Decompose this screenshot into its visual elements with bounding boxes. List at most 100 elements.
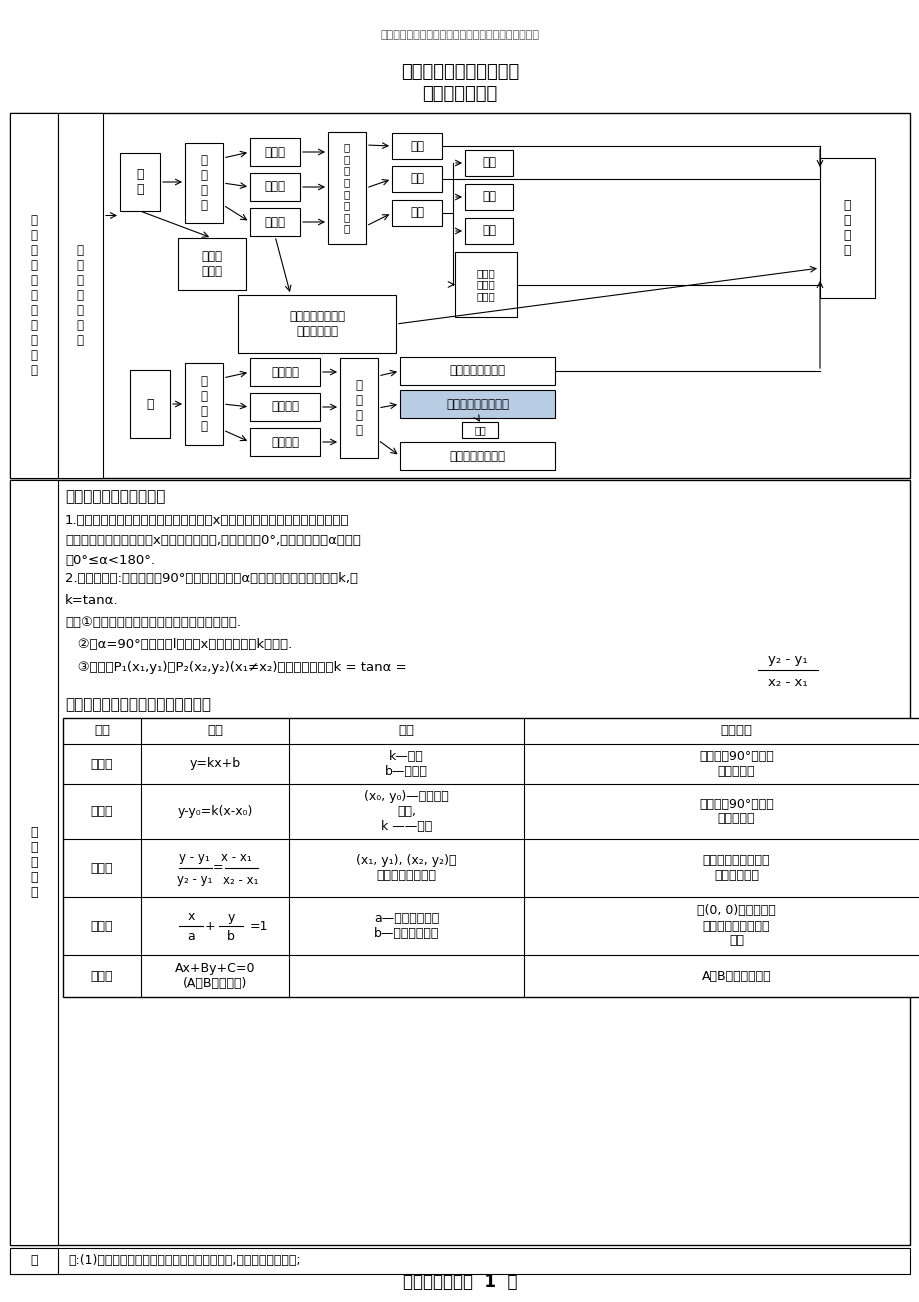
Text: 倾斜角为90°的直线
不能用此式: 倾斜角为90°的直线 不能用此式 bbox=[698, 750, 773, 779]
Bar bbox=[461, 422, 497, 437]
Text: 注：①每一条直线都有倾斜角，但不一定有斜率.: 注：①每一条直线都有倾斜角，但不一定有斜率. bbox=[65, 616, 241, 629]
Text: 圆
的
方
程: 圆 的 方 程 bbox=[200, 375, 208, 434]
Text: 一、直线的倾斜角和斜率: 一、直线的倾斜角和斜率 bbox=[65, 490, 165, 504]
Text: (x₁, y₁), (x₂, y₂)是
直线上两个已知点: (x₁, y₁), (x₂, y₂)是 直线上两个已知点 bbox=[356, 854, 456, 881]
Bar bbox=[464, 150, 513, 176]
Text: 注:(1)确定直线方程需要有两个互相独立的条件,通常用待定系数法;: 注:(1)确定直线方程需要有两个互相独立的条件,通常用待定系数法; bbox=[68, 1255, 301, 1268]
Text: x₂ - x₁: x₂ - x₁ bbox=[767, 676, 807, 689]
Text: 倾斜角
和斜率: 倾斜角 和斜率 bbox=[201, 250, 222, 279]
Bar bbox=[185, 143, 222, 223]
Bar bbox=[177, 238, 245, 290]
Text: 2.直线的斜率:倾斜角不是90°的直线其倾斜角α的正切叫这条直线的斜率k,即: 2.直线的斜率:倾斜角不是90°的直线其倾斜角α的正切叫这条直线的斜率k,即 bbox=[65, 572, 357, 585]
Text: 直: 直 bbox=[30, 1255, 38, 1268]
Bar bbox=[250, 173, 300, 201]
Text: 垂直: 垂直 bbox=[482, 156, 495, 169]
Text: 夹角: 夹角 bbox=[482, 224, 495, 237]
Text: Ax+By+C=0
(A、B不全为零): Ax+By+C=0 (A、B不全为零) bbox=[175, 962, 255, 990]
Text: x₂ - x₁: x₂ - x₁ bbox=[223, 874, 258, 887]
Text: (x₀, y₀)—直线上已
知点,
k ——斜率: (x₀, y₀)—直线上已 知点, k ——斜率 bbox=[364, 790, 448, 833]
Text: 数学基础知识与典型例题: 数学基础知识与典型例题 bbox=[401, 62, 518, 81]
Text: y=kx+b: y=kx+b bbox=[189, 758, 240, 771]
Bar bbox=[119, 154, 160, 211]
Bar bbox=[391, 133, 441, 159]
Text: ③过两点P₁(x₁,y₁)、P₂(x₂,y₂)(x₁≠x₂)的直线斜率公式k = tanα =: ③过两点P₁(x₁,y₁)、P₂(x₂,y₂)(x₁≠x₂)的直线斜率公式k =… bbox=[65, 661, 406, 674]
Text: A、B不能同时为零: A、B不能同时为零 bbox=[701, 970, 770, 983]
Text: 平行: 平行 bbox=[410, 172, 424, 185]
Bar bbox=[58, 113, 103, 478]
Text: 一般式: 一般式 bbox=[91, 970, 113, 983]
Text: 相交: 相交 bbox=[410, 207, 424, 220]
Bar bbox=[464, 184, 513, 210]
Text: y₂ - y₁: y₂ - y₁ bbox=[177, 874, 212, 887]
Text: 直线与圆的位置关系: 直线与圆的位置关系 bbox=[446, 397, 508, 410]
Bar bbox=[10, 113, 58, 478]
Text: 斜截式: 斜截式 bbox=[91, 758, 113, 771]
Text: 截距式: 截距式 bbox=[91, 919, 113, 932]
Text: y - y₁   x - x₁: y - y₁ x - x₁ bbox=[178, 852, 251, 865]
Text: 点斜式: 点斜式 bbox=[265, 146, 285, 159]
Bar bbox=[400, 441, 554, 470]
Bar bbox=[62, 717, 919, 997]
Text: 【精品文档】第  1  页: 【精品文档】第 1 页 bbox=[403, 1273, 516, 1292]
Text: 直线和圆的方程: 直线和圆的方程 bbox=[422, 85, 497, 103]
Bar bbox=[10, 1249, 909, 1273]
Text: 1.直线的倾斜角：一条直线向上的方向与x轴正方向所成的最小正角叫做这条直: 1.直线的倾斜角：一条直线向上的方向与x轴正方向所成的最小正角叫做这条直 bbox=[65, 513, 349, 526]
Bar bbox=[10, 1249, 58, 1273]
Text: 重合: 重合 bbox=[410, 139, 424, 152]
Text: y-y₀=k(x-x₀): y-y₀=k(x-x₀) bbox=[177, 805, 253, 818]
Text: 一般方程: 一般方程 bbox=[271, 401, 299, 414]
Bar bbox=[464, 217, 513, 243]
Text: 圆: 圆 bbox=[146, 397, 153, 410]
Text: 圆与圆的位置关系: 圆与圆的位置关系 bbox=[449, 449, 505, 462]
Text: 与两坐标轴平行的直
线不能用此式: 与两坐标轴平行的直 线不能用此式 bbox=[702, 854, 769, 881]
Text: 直
线: 直 线 bbox=[136, 168, 143, 197]
Text: 方程: 方程 bbox=[207, 724, 222, 737]
Bar bbox=[340, 358, 378, 458]
Bar bbox=[819, 158, 874, 298]
Text: 精品文档，仅供学习与交流，如有侵权请联系网站删除: 精品文档，仅供学习与交流，如有侵权请联系网站删除 bbox=[380, 30, 539, 40]
Bar bbox=[250, 138, 300, 165]
Text: b: b bbox=[227, 930, 234, 943]
Text: 是0°≤α<180°.: 是0°≤α<180°. bbox=[65, 553, 154, 566]
Text: ②当α=90°时，直线l垂直于x轴，它的斜率k不存在.: ②当α=90°时，直线l垂直于x轴，它的斜率k不存在. bbox=[65, 638, 292, 651]
Text: 两点式: 两点式 bbox=[265, 181, 285, 194]
Text: 名称: 名称 bbox=[94, 724, 110, 737]
Text: k=tanα.: k=tanα. bbox=[65, 594, 119, 607]
Text: 简
单
应
用: 简 单 应 用 bbox=[843, 199, 850, 256]
Text: k—斜率
b—纵截距: k—斜率 b—纵截距 bbox=[385, 750, 427, 779]
Text: 用二元一次不等式
表示平面区域: 用二元一次不等式 表示平面区域 bbox=[289, 310, 345, 339]
Text: 点斜式: 点斜式 bbox=[91, 805, 113, 818]
Text: =: = bbox=[212, 862, 223, 875]
Bar bbox=[185, 363, 222, 445]
Text: 切线: 切线 bbox=[473, 424, 485, 435]
Text: 直
线
和
圆
的
方
程
知
识
关
系: 直 线 和 圆 的 方 程 知 识 关 系 bbox=[30, 214, 38, 378]
Text: 直
线
的
方
程: 直 线 的 方 程 bbox=[30, 825, 38, 898]
Text: y: y bbox=[227, 910, 234, 923]
Bar bbox=[328, 132, 366, 243]
Bar bbox=[238, 296, 395, 353]
Text: 一般式: 一般式 bbox=[265, 216, 285, 228]
Bar bbox=[391, 201, 441, 227]
Text: =1: =1 bbox=[250, 919, 268, 932]
Bar bbox=[400, 391, 554, 418]
Bar bbox=[400, 357, 554, 385]
Text: 交点: 交点 bbox=[482, 190, 495, 203]
Text: a: a bbox=[187, 930, 195, 943]
Bar bbox=[10, 480, 909, 1245]
Text: 倾斜角为90°的直线
不能用此式: 倾斜角为90°的直线 不能用此式 bbox=[698, 798, 773, 825]
Text: 点到直
线的距
离公式: 点到直 线的距 离公式 bbox=[476, 268, 494, 301]
Text: 说明: 说明 bbox=[398, 724, 414, 737]
Bar bbox=[250, 358, 320, 385]
Text: 直
线
和
圆
的
方
程: 直 线 和 圆 的 方 程 bbox=[76, 243, 84, 348]
Bar bbox=[10, 113, 909, 478]
Text: 参数方程: 参数方程 bbox=[271, 435, 299, 448]
Text: 二、直线方程的五种形式及适用条件: 二、直线方程的五种形式及适用条件 bbox=[65, 698, 210, 712]
Text: 直
线
方
程: 直 线 方 程 bbox=[200, 154, 208, 212]
Bar bbox=[250, 428, 320, 456]
Bar bbox=[130, 370, 170, 437]
Text: 适用条件: 适用条件 bbox=[720, 724, 752, 737]
Bar bbox=[391, 165, 441, 191]
Bar bbox=[250, 208, 300, 236]
Text: x: x bbox=[187, 910, 195, 923]
Text: 线的倾斜角，其中直线与x轴平行或重合时,其倾斜角为0°,故直线倾斜角α的范围: 线的倾斜角，其中直线与x轴平行或重合时,其倾斜角为0°,故直线倾斜角α的范围 bbox=[65, 534, 360, 547]
